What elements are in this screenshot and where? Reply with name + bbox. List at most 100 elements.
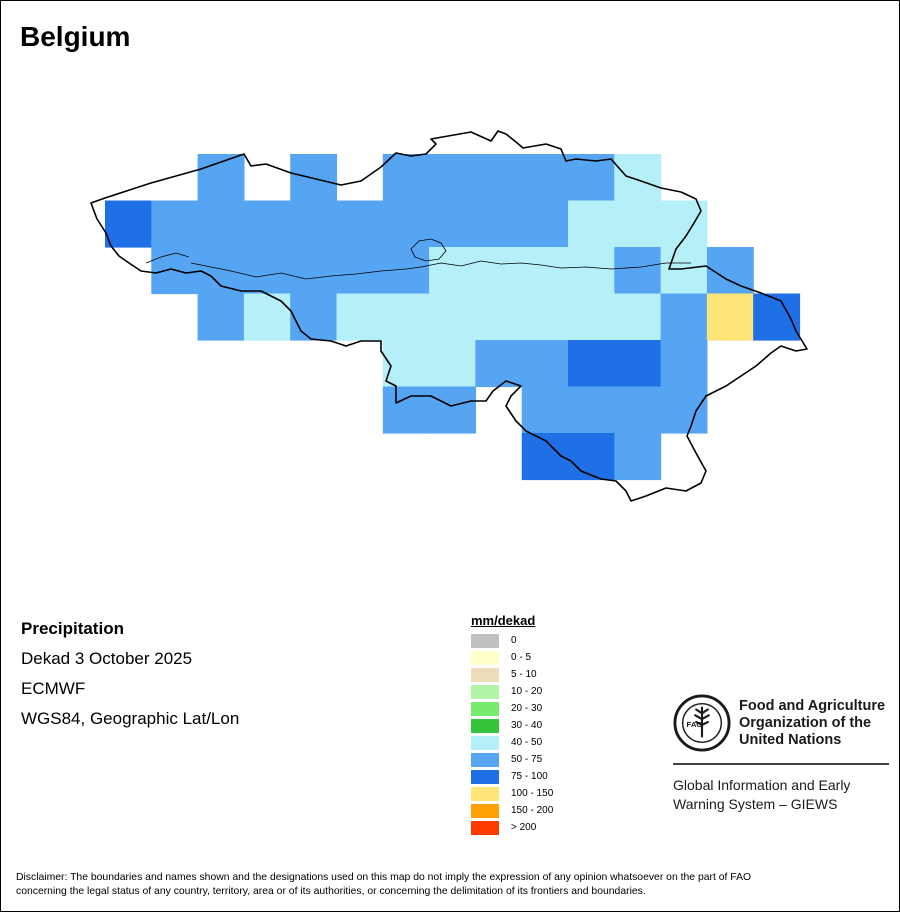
raster-cell bbox=[290, 293, 338, 341]
raster-cell bbox=[429, 247, 476, 295]
raster-cell bbox=[568, 293, 615, 341]
raster-cell bbox=[429, 154, 476, 202]
brussels-region bbox=[410, 238, 447, 262]
legend-item: 40 - 50 bbox=[471, 734, 553, 751]
raster-cell bbox=[568, 247, 615, 295]
legend-item: 0 bbox=[471, 632, 553, 649]
legend-label: 5 - 10 bbox=[511, 669, 537, 680]
legend-swatch bbox=[471, 735, 499, 750]
raster-cell bbox=[568, 433, 615, 481]
raster-cell bbox=[197, 154, 245, 202]
raster-cell bbox=[382, 154, 430, 202]
raster-cell bbox=[568, 340, 615, 388]
legend-swatch bbox=[471, 667, 499, 682]
legend-label: 40 - 50 bbox=[511, 737, 543, 748]
legend-items: 0 0 - 5 5 - 10 10 - 20 20 - 30 30 - 40 40 - 50… bbox=[471, 632, 553, 836]
legend-label: > 200 bbox=[511, 822, 537, 833]
legend-swatch bbox=[471, 650, 499, 665]
raster-cell bbox=[753, 293, 801, 341]
raster-cell bbox=[290, 200, 338, 248]
raster-cell bbox=[336, 293, 384, 341]
raster-cell bbox=[521, 154, 569, 202]
legend-swatch bbox=[471, 701, 499, 716]
legend-item: 50 - 75 bbox=[471, 751, 553, 768]
legend-label: 75 - 100 bbox=[511, 771, 548, 782]
raster-cell bbox=[429, 200, 476, 248]
legend-swatch bbox=[471, 803, 499, 818]
raster-cell bbox=[660, 340, 708, 388]
legend-item: 100 - 150 bbox=[471, 785, 553, 802]
legend-label: 20 - 30 bbox=[511, 703, 543, 714]
giews-name: Global Information and Early Warning Sys… bbox=[673, 777, 851, 812]
legend-item: 30 - 40 bbox=[471, 717, 553, 734]
legend-item: 150 - 200 bbox=[471, 802, 553, 819]
raster-cell bbox=[336, 200, 384, 248]
raster-cell bbox=[105, 200, 152, 248]
raster-cell bbox=[614, 293, 662, 341]
raster-cell bbox=[521, 340, 569, 388]
fao-divider bbox=[673, 763, 889, 765]
legend-item: 5 - 10 bbox=[471, 666, 553, 683]
raster-cell bbox=[660, 293, 708, 341]
raster-cell bbox=[614, 200, 662, 248]
legend-label: 0 bbox=[511, 635, 517, 646]
raster-cell bbox=[382, 386, 430, 434]
map-title: Belgium bbox=[20, 21, 131, 52]
disclaimer: Disclaimer: The boundaries and names sho… bbox=[16, 872, 752, 897]
legend-swatch bbox=[471, 752, 499, 767]
raster-cell bbox=[614, 386, 662, 434]
legend-item: 20 - 30 bbox=[471, 700, 553, 717]
raster-cell bbox=[521, 386, 569, 434]
raster-cell bbox=[660, 386, 708, 434]
raster-cell bbox=[243, 247, 291, 295]
raster-cell bbox=[429, 340, 476, 388]
raster-cell bbox=[336, 247, 384, 295]
raster-cell bbox=[521, 200, 569, 248]
raster-cell bbox=[614, 247, 662, 295]
raster-cell bbox=[614, 433, 662, 481]
logo-letter: FAO bbox=[687, 720, 703, 729]
raster-cell bbox=[521, 247, 569, 295]
fao-org-name: Food and Agriculture Organization of the… bbox=[739, 697, 886, 748]
projection-label: WGS84, Geographic Lat/Lon bbox=[21, 709, 240, 728]
map-info: Precipitation Dekad 3 October 2025 ECMWF… bbox=[21, 619, 239, 739]
legend-item: 10 - 20 bbox=[471, 683, 553, 700]
fao-block: FAO Food and Agriculture Organization of… bbox=[673, 694, 889, 814]
raster-cell bbox=[382, 293, 430, 341]
legend-title: mm/dekad bbox=[471, 613, 536, 628]
legend-item: 0 - 5 bbox=[471, 649, 553, 666]
raster-cell bbox=[568, 200, 615, 248]
raster-cell bbox=[290, 154, 338, 202]
source-label: ECMWF bbox=[21, 679, 86, 698]
coastal-detail bbox=[145, 252, 190, 264]
belgium-border bbox=[90, 130, 808, 502]
raster-cell bbox=[568, 386, 615, 434]
raster-cell bbox=[243, 293, 291, 341]
raster-cell bbox=[429, 293, 476, 341]
raster-cell bbox=[382, 200, 430, 248]
raster-cell bbox=[614, 340, 662, 388]
raster-cell bbox=[382, 340, 430, 388]
raster-cell bbox=[290, 247, 338, 295]
variable-label: Precipitation bbox=[21, 619, 124, 638]
raster-cell bbox=[475, 247, 523, 295]
raster-cell bbox=[475, 340, 523, 388]
raster-cell bbox=[706, 293, 754, 341]
legend-swatch bbox=[471, 820, 499, 835]
raster-cell bbox=[706, 247, 754, 295]
legend-item: 75 - 100 bbox=[471, 768, 553, 785]
legend-item: > 200 bbox=[471, 819, 553, 836]
legend-swatch bbox=[471, 633, 499, 648]
legend-swatch bbox=[471, 718, 499, 733]
raster-cell bbox=[475, 293, 523, 341]
legend-swatch bbox=[471, 786, 499, 801]
raster-cell bbox=[197, 200, 245, 248]
precipitation-raster bbox=[105, 154, 801, 481]
legend-label: 30 - 40 bbox=[511, 720, 543, 731]
raster-cell bbox=[521, 293, 569, 341]
language-boundary bbox=[190, 260, 691, 280]
raster-cell bbox=[151, 200, 199, 248]
period-label: Dekad 3 October 2025 bbox=[21, 649, 193, 668]
raster-cell bbox=[429, 386, 476, 434]
